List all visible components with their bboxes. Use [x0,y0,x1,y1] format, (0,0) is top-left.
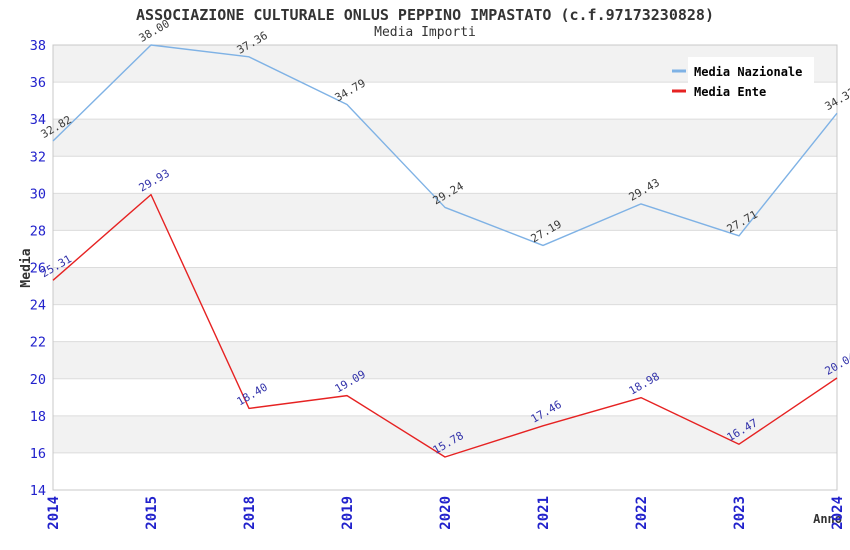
x-tick-label: 2019 [340,496,356,530]
band [53,415,837,453]
chart-subtitle: Media Importi [374,25,476,40]
chart-title: ASSOCIAZIONE CULTURALE ONLUS PEPPINO IMP… [136,6,714,24]
legend-label: Media Ente [694,85,766,99]
x-tick-label: 2014 [46,496,62,530]
data-label: 38.00 [137,17,172,45]
band [53,193,837,231]
x-tick-label: 2015 [144,496,160,530]
x-tick-label: 2024 [830,496,846,530]
plot-border [52,44,838,491]
y-tick-label: 22 [30,335,46,351]
y-tick-label: 38 [30,38,46,54]
x-tick-label: 2018 [242,496,258,530]
x-tick-label: 2023 [732,496,748,530]
y-tick-label: 16 [30,446,46,462]
y-tick-label: 24 [30,298,46,314]
y-tick-label: 32 [30,149,46,165]
series-line-ente [52,193,838,458]
y-tick-label: 26 [30,261,46,277]
y-tick-label: 30 [30,186,46,202]
y-tick-label: 34 [30,112,46,128]
y-tick-label: 20 [30,372,46,388]
y-tick-label: 18 [30,409,46,425]
y-tick-label: 14 [30,483,46,499]
legend-label: Media Nazionale [694,65,802,79]
band [53,119,837,157]
x-tick-label: 2022 [634,496,650,530]
x-axis-title: Anno [813,512,842,526]
series-line-nazionale [52,44,838,247]
x-tick-label: 2020 [438,496,454,530]
band [53,267,837,305]
x-tick-label: 2021 [536,496,552,530]
y-tick-label: 28 [30,223,46,239]
legend-box [688,57,814,103]
band [53,341,837,379]
y-tick-label: 36 [30,75,46,91]
